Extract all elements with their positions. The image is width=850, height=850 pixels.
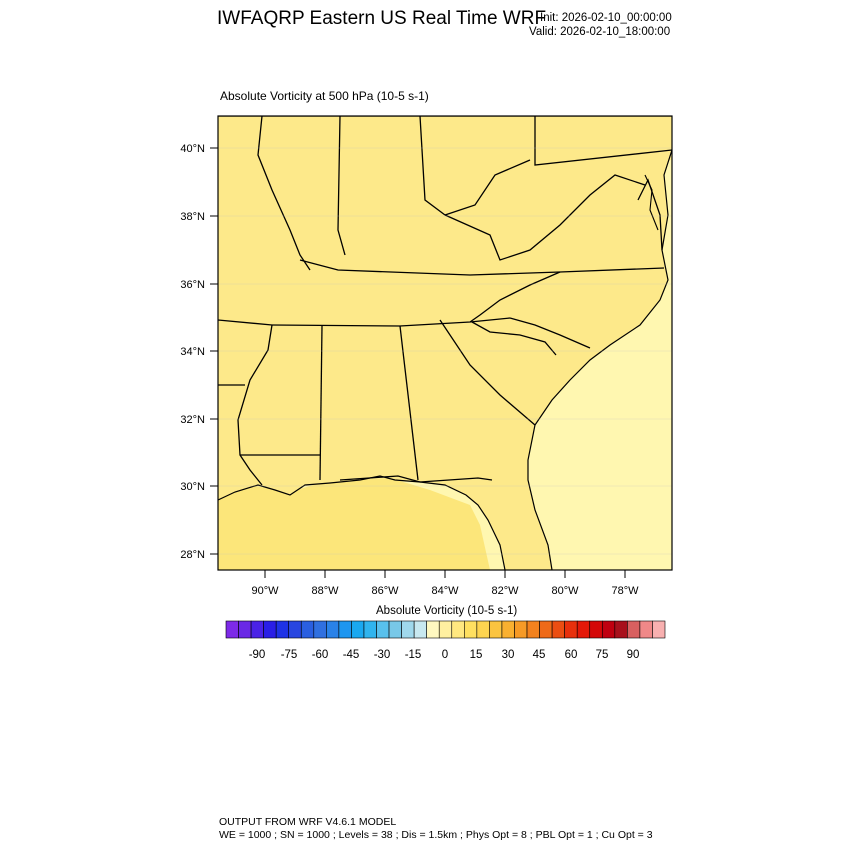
colorbar-swatch [413, 620, 427, 639]
footer-model-line: OUTPUT FROM WRF V4.6.1 MODEL [219, 816, 397, 828]
lat-label: 36°N [180, 279, 205, 291]
main-title: IWFAQRP Eastern US Real Time WRF [217, 8, 547, 29]
colorbar-swatch [250, 620, 264, 639]
colorbar-tick-label: -90 [249, 649, 266, 661]
colorbar-swatch [426, 620, 440, 639]
lon-label: 78°W [611, 585, 639, 597]
colorbar-tick-label: 30 [502, 649, 515, 661]
footer-config-line: WE = 1000 ; SN = 1000 ; Levels = 38 ; Di… [219, 829, 653, 841]
colorbar-swatch [489, 620, 503, 639]
colorbar-swatch [589, 620, 603, 639]
colorbar-swatch [225, 620, 239, 639]
lon-label: 84°W [431, 585, 459, 597]
lon-label: 80°W [551, 585, 579, 597]
valid-time: Valid: 2026-02-10_18:00:00 [529, 26, 671, 38]
colorbar-tick-label: -15 [405, 649, 422, 661]
colorbar-swatch [564, 620, 578, 639]
chesapeake-bay [644, 174, 659, 231]
gulf-of-mexico [218, 478, 490, 570]
colorbar-swatch [526, 620, 540, 639]
lat-label: 30°N [180, 481, 205, 493]
init-time: Init: 2026-02-10_00:00:00 [540, 12, 672, 24]
colorbar-tick-label: 60 [565, 649, 578, 661]
colorbar-swatch [363, 620, 377, 639]
lat-label: 38°N [180, 211, 205, 223]
colorbar-swatch [376, 620, 390, 639]
lon-axis: 90°W 88°W 86°W 84°W 82°W 80°W 78°W [251, 570, 639, 597]
colorbar-swatch [539, 620, 553, 639]
colorbar-swatch [464, 620, 478, 639]
colorbar-swatch [313, 620, 327, 639]
colorbar-swatch [451, 620, 465, 639]
lat-label: 40°N [180, 143, 205, 155]
lon-label: 82°W [491, 585, 519, 597]
atlantic-coastline [527, 149, 672, 570]
colorbar-swatch [639, 620, 653, 639]
gulf-coastline [218, 475, 506, 570]
colorbar-tick-label: 90 [627, 649, 640, 661]
colorbar-swatch [476, 620, 490, 639]
colorbar-swatch [300, 620, 315, 639]
colorbar-swatch [438, 620, 453, 639]
lon-label: 88°W [311, 585, 339, 597]
colorbar-tick-label: -30 [374, 649, 391, 661]
lon-label: 86°W [371, 585, 399, 597]
colorbar-swatch [401, 620, 415, 639]
colorbar-swatch [351, 620, 365, 639]
lat-axis: 40°N 38°N 36°N 34°N 32°N 30°N 28°N [180, 143, 218, 561]
colorbar-tick-label: -45 [343, 649, 360, 661]
colorbar-swatch [514, 620, 528, 639]
colorbar-swatch [601, 620, 616, 639]
lon-label: 90°W [251, 585, 279, 597]
colorbar-tick-label: 0 [442, 649, 448, 661]
colorbar-swatch [652, 620, 666, 639]
colorbar-swatch [576, 620, 591, 639]
colorbar-swatch [326, 620, 340, 639]
colorbar [225, 620, 666, 639]
plot-title: Absolute Vorticity at 500 hPa (10-5 s-1) [220, 89, 429, 103]
colorbar-tick-label: 15 [470, 649, 483, 661]
colorbar-swatch [275, 620, 290, 639]
colorbar-swatch [238, 620, 252, 639]
colorbar-title: Absolute Vorticity (10-5 s-1) [376, 605, 518, 617]
colorbar-swatch [388, 620, 402, 639]
colorbar-labels: -90 -75 -60 -45 -30 -15 0 15 30 45 60 75… [249, 649, 640, 661]
colorbar-tick-label: 45 [533, 649, 546, 661]
colorbar-swatch [338, 620, 352, 639]
map-panel [218, 116, 672, 570]
colorbar-tick-label: 75 [596, 649, 609, 661]
lat-label: 28°N [180, 549, 205, 561]
colorbar-swatch [288, 620, 302, 639]
colorbar-swatch [501, 620, 515, 639]
colorbar-tick-label: -75 [281, 649, 298, 661]
colorbar-tick-label: -60 [312, 649, 329, 661]
colorbar-swatch [614, 620, 628, 639]
colorbar-swatch [551, 620, 565, 639]
colorbar-swatch [627, 620, 641, 639]
graticule [218, 147, 672, 555]
colorbar-swatch [263, 620, 277, 639]
state-borders [218, 116, 672, 486]
lat-label: 34°N [180, 346, 205, 358]
lat-label: 32°N [180, 414, 205, 426]
